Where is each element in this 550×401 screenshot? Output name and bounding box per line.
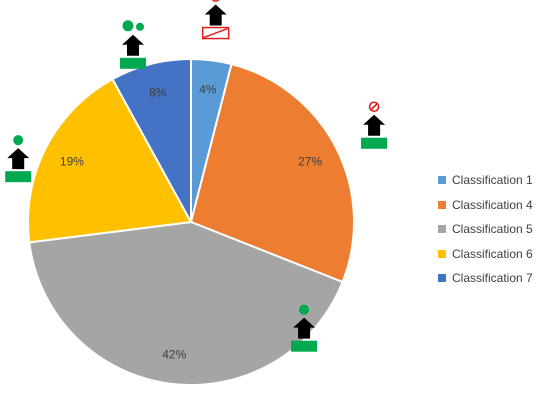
legend-item: Classification 6 <box>438 242 533 267</box>
pie-data-label: 19% <box>60 154 84 168</box>
pie-data-label: 4% <box>199 82 217 96</box>
pie-data-label: 27% <box>298 154 322 168</box>
house-with-two-dots-icon <box>119 20 146 69</box>
legend-item: Classification 7 <box>438 266 533 291</box>
legend-swatch <box>438 274 446 283</box>
legend-swatch <box>438 200 446 209</box>
marker-base <box>5 171 32 183</box>
marker-dot <box>135 22 144 31</box>
prohibited-slash <box>370 103 378 111</box>
legend-swatch <box>438 225 446 234</box>
house-with-one-dot-icon <box>5 135 32 183</box>
legend-label: Classification 5 <box>452 222 533 237</box>
marker-base <box>119 57 146 69</box>
pie-slices <box>27 57 355 386</box>
pie-markers <box>5 0 388 352</box>
legend-label: Classification 7 <box>452 271 533 286</box>
marker-dot <box>299 304 310 315</box>
legend-swatch <box>438 249 446 258</box>
legend-item: Classification 5 <box>438 217 533 242</box>
legend-item: Classification 4 <box>438 193 533 218</box>
marker-dot <box>13 135 24 146</box>
pie-slice <box>189 62 355 284</box>
marker-base-slash <box>203 27 228 39</box>
pie-slice <box>27 77 193 244</box>
legend-label: Classification 6 <box>452 246 533 261</box>
legend: Classification 1 Classification 4 Classi… <box>438 168 533 291</box>
pie-data-label: 8% <box>149 86 167 100</box>
prohibited-sign <box>211 0 220 2</box>
house-shape <box>363 114 386 136</box>
marker-base <box>361 137 388 149</box>
house-with-prohibited-sign-icon <box>361 101 388 149</box>
house-shape <box>121 34 144 56</box>
house-shape <box>293 317 316 339</box>
house-with-prohibited-sign-and-empty-base-icon <box>201 0 230 40</box>
house-shape <box>7 148 30 170</box>
marker-dot <box>122 20 134 32</box>
pie-slice <box>111 57 192 223</box>
marker-base <box>291 340 318 352</box>
pie-slice <box>28 220 344 386</box>
house-with-one-dot-icon <box>291 304 318 352</box>
prohibited-sign <box>368 101 380 113</box>
legend-swatch <box>438 176 446 185</box>
house-shape <box>204 4 227 26</box>
legend-item: Classification 1 <box>438 168 533 193</box>
legend-label: Classification 1 <box>452 173 533 188</box>
legend-label: Classification 4 <box>452 197 533 212</box>
pie-data-label: 42% <box>162 348 186 362</box>
pie-labels: 4% 27% 42% 19% 8% <box>60 82 323 361</box>
